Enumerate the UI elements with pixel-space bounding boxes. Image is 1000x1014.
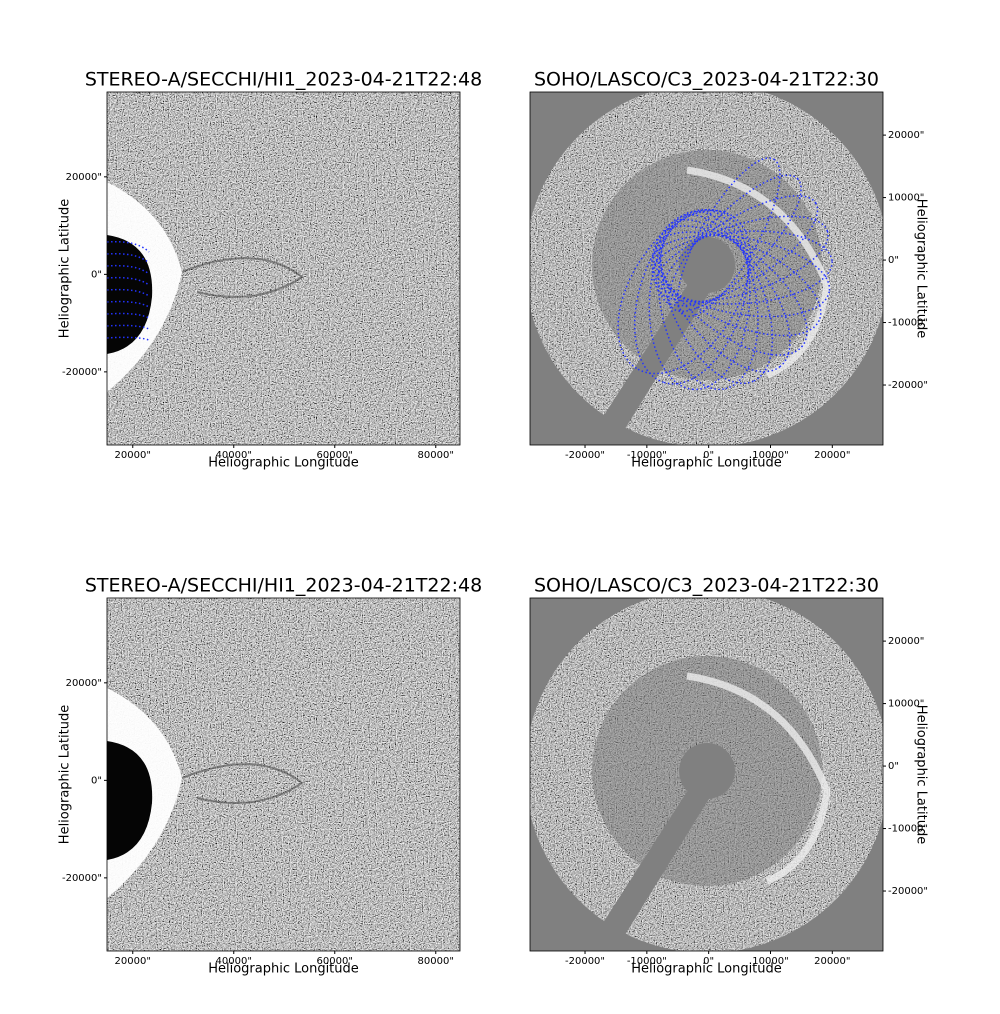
wireframe xyxy=(106,276,150,286)
x-tick-label: -10000" xyxy=(627,956,667,967)
wireframe xyxy=(106,240,150,253)
wireframe xyxy=(650,234,831,318)
occulter xyxy=(679,743,735,799)
x-tick-label: -20000" xyxy=(565,956,605,967)
x-tick-label: 10000" xyxy=(752,450,788,461)
frame xyxy=(106,91,461,446)
x-tick-label: -10000" xyxy=(627,450,667,461)
panel-title: STEREO-A/SECCHI/HI1_2023-04-21T22:48 xyxy=(85,575,482,597)
frame xyxy=(529,597,884,952)
panel: SOHO/LASCO/C3_2023-04-21T22:30 Heliograph… xyxy=(529,69,929,471)
cme-arc xyxy=(686,672,831,885)
y-tick-label: -20000" xyxy=(888,886,928,897)
cme-front xyxy=(181,257,304,298)
x-tick-label: 80000" xyxy=(418,956,454,967)
y-axis-label: Heliographic Latitude xyxy=(914,705,929,844)
x-tick-label: 20000" xyxy=(115,450,151,461)
wireframe xyxy=(660,195,819,307)
y-tick-label: 10000" xyxy=(888,193,924,204)
wireframe xyxy=(106,300,150,308)
y-tick-label: -20000" xyxy=(62,367,102,378)
wireframe xyxy=(106,312,150,319)
frame xyxy=(529,91,884,446)
panel-title: SOHO/LASCO/C3_2023-04-21T22:30 xyxy=(534,575,879,597)
panel: STEREO-A/SECCHI/HI1_2023-04-21T22:48 Heli… xyxy=(58,575,483,977)
y-tick-label: -10000" xyxy=(888,318,928,329)
panel-title: SOHO/LASCO/C3_2023-04-21T22:30 xyxy=(534,69,879,91)
y-tick-label: 20000" xyxy=(888,636,924,647)
x-tick-label: 80000" xyxy=(418,450,454,461)
y-tick-label: -10000" xyxy=(888,824,928,835)
wireframe xyxy=(654,215,829,303)
wireframe xyxy=(106,336,150,341)
wireframe xyxy=(106,264,150,275)
y-tick-label: 0" xyxy=(91,269,102,280)
wireframe xyxy=(652,231,822,337)
y-tick-label: 0" xyxy=(888,255,899,266)
wireframe xyxy=(657,210,759,391)
y-tick-label: 0" xyxy=(888,761,899,772)
x-axis-label: Heliographic Longitude xyxy=(208,456,359,471)
x-tick-label: -20000" xyxy=(565,450,605,461)
panel: SOHO/LASCO/C3_2023-04-21T22:30 Heliograph… xyxy=(529,575,929,977)
y-axis-label: Heliographic Latitude xyxy=(58,199,73,338)
pylon xyxy=(585,776,715,951)
x-tick-label: 20000" xyxy=(814,956,850,967)
dark-occulter xyxy=(107,741,153,860)
frame xyxy=(106,597,461,952)
x-tick-label: 10000" xyxy=(752,956,788,967)
x-axis-label: Heliographic Longitude xyxy=(208,962,359,977)
panel: STEREO-A/SECCHI/HI1_2023-04-21T22:48 Heli… xyxy=(58,69,483,471)
x-tick-label: 0" xyxy=(703,450,714,461)
wireframe xyxy=(617,209,752,375)
wireframe xyxy=(658,218,791,373)
dark-occulter xyxy=(107,235,153,354)
y-tick-label: 20000" xyxy=(66,678,102,689)
y-tick-label: 0" xyxy=(91,775,102,786)
y-tick-label: 20000" xyxy=(66,172,102,183)
wireframe xyxy=(633,208,749,385)
x-tick-label: 20000" xyxy=(814,450,850,461)
x-tick-label: 60000" xyxy=(317,450,353,461)
x-tick-label: 40000" xyxy=(216,450,252,461)
wireframe xyxy=(106,324,150,330)
y-tick-label: 10000" xyxy=(888,699,924,710)
occulter xyxy=(679,237,735,293)
wireframe xyxy=(106,252,150,264)
x-tick-label: 0" xyxy=(703,956,714,967)
x-tick-label: 40000" xyxy=(216,956,252,967)
wireframe xyxy=(660,213,774,385)
x-tick-label: 20000" xyxy=(115,956,151,967)
wireframe xyxy=(106,288,150,297)
y-axis-label: Heliographic Latitude xyxy=(58,705,73,844)
y-tick-label: -20000" xyxy=(62,873,102,884)
y-tick-label: -20000" xyxy=(888,380,928,391)
x-axis-label: Heliographic Longitude xyxy=(631,456,782,471)
wireframe xyxy=(651,230,833,305)
x-axis-label: Heliographic Longitude xyxy=(631,962,782,977)
cme-front xyxy=(181,763,304,804)
panel-title: STEREO-A/SECCHI/HI1_2023-04-21T22:48 xyxy=(85,69,482,91)
y-axis-label: Heliographic Latitude xyxy=(914,199,929,338)
wireframe xyxy=(655,225,808,356)
x-tick-label: 60000" xyxy=(317,956,353,967)
y-tick-label: 20000" xyxy=(888,130,924,141)
wireframe xyxy=(668,174,802,313)
